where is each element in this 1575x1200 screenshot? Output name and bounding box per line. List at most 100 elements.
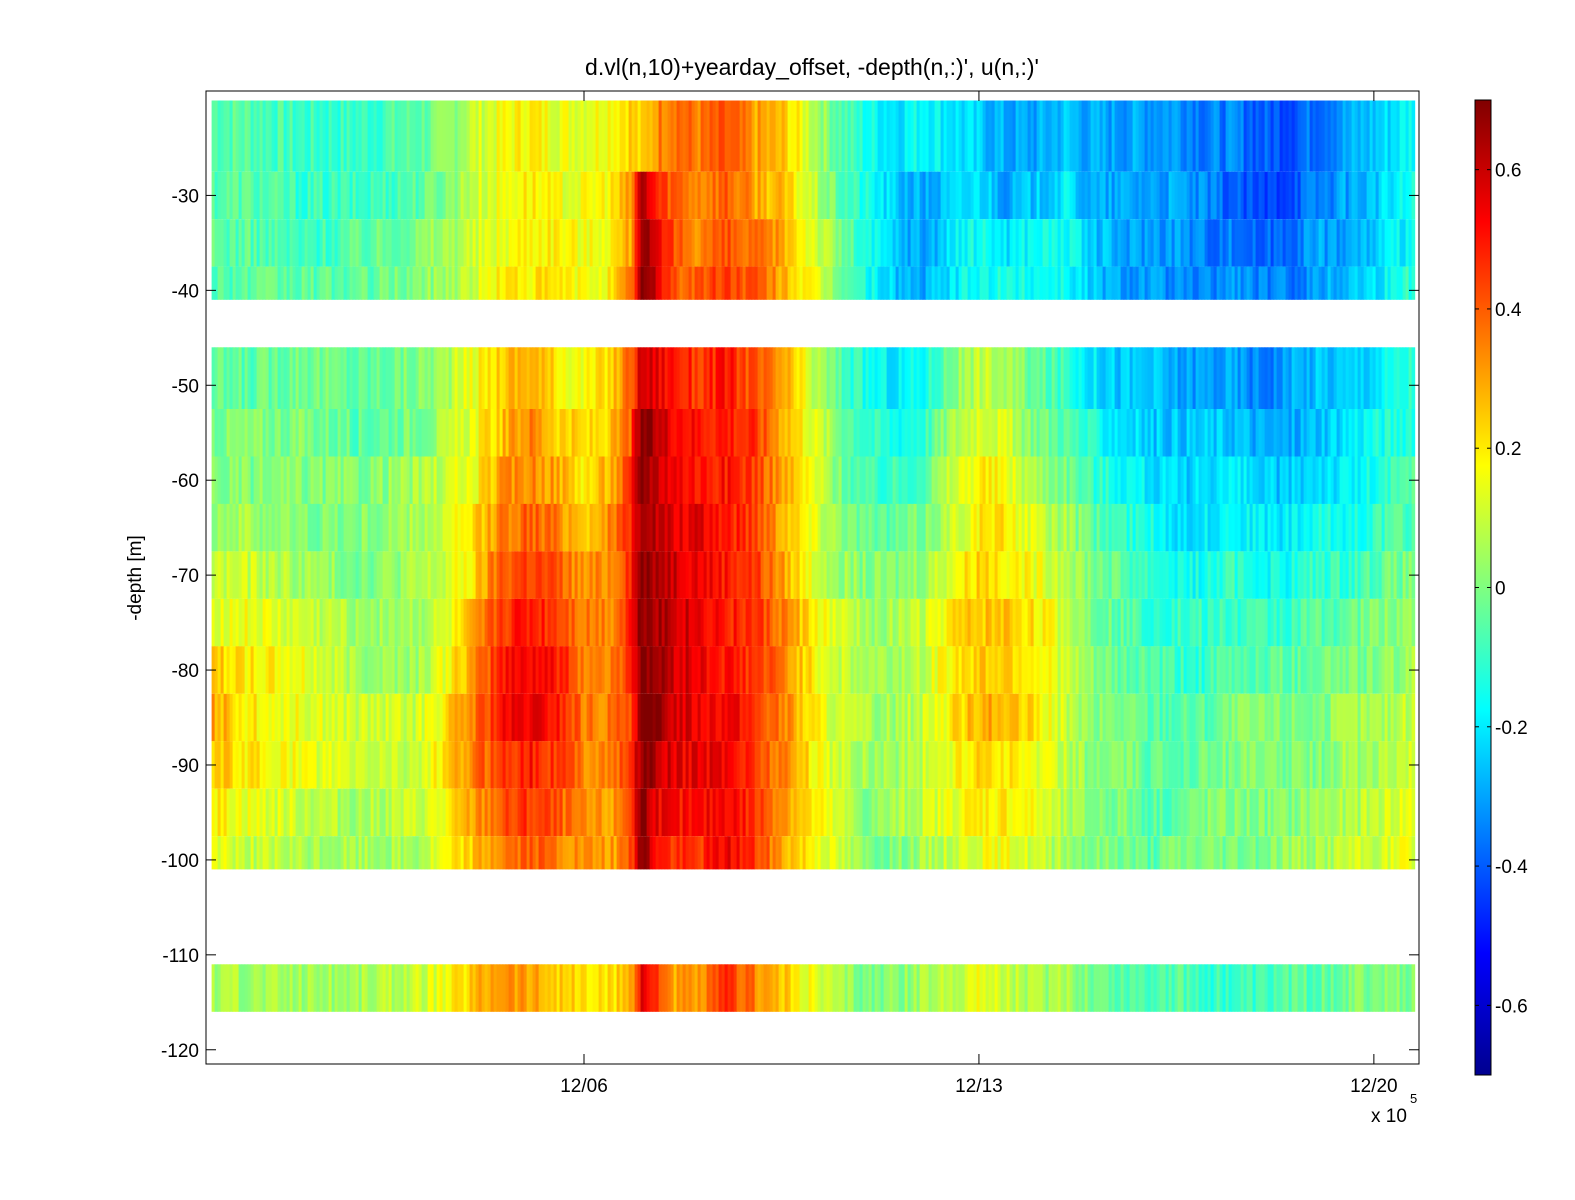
heatmap-cell — [466, 551, 471, 599]
heatmap-cell — [313, 646, 318, 694]
heatmap-cell — [436, 456, 441, 504]
heatmap-cell — [532, 219, 537, 267]
heatmap-cell — [322, 598, 327, 647]
heatmap-cell — [835, 693, 840, 742]
heatmap-cell — [343, 409, 348, 457]
heatmap-cell — [286, 266, 291, 300]
heatmap-cell — [484, 646, 489, 694]
heatmap-cell — [1354, 219, 1359, 267]
heatmap-cell — [1084, 409, 1089, 457]
heatmap-cell — [1291, 266, 1296, 300]
heatmap-cell — [490, 741, 495, 789]
heatmap-cell — [301, 100, 306, 172]
heatmap-cell — [1309, 646, 1314, 694]
heatmap-cell — [457, 347, 462, 409]
heatmap-cell — [1207, 347, 1212, 409]
heatmap-cell — [1165, 456, 1170, 504]
heatmap-cell — [646, 646, 651, 694]
heatmap-cell — [1357, 551, 1362, 599]
heatmap-cell — [805, 646, 810, 694]
heatmap-cell — [1066, 598, 1071, 647]
heatmap-cell — [1033, 347, 1038, 409]
heatmap-cell — [973, 347, 978, 409]
heatmap-cell — [352, 347, 357, 409]
heatmap-cell — [1177, 219, 1182, 267]
heatmap-cell — [640, 219, 645, 267]
heatmap-cell — [418, 266, 423, 300]
heatmap-cell — [1210, 409, 1215, 457]
heatmap-cell — [1048, 551, 1053, 599]
heatmap-cell — [409, 693, 414, 742]
heatmap-cell — [1363, 456, 1368, 504]
heatmap-cell — [718, 741, 723, 789]
heatmap-cell — [994, 409, 999, 457]
heatmap-cell — [1408, 100, 1413, 172]
heatmap-cell — [316, 171, 321, 220]
heatmap-cell — [994, 100, 999, 172]
heatmap-cell — [1078, 551, 1083, 599]
heatmap-cell — [757, 409, 762, 457]
heatmap-cell — [661, 598, 666, 647]
heatmap-cell — [1033, 598, 1038, 647]
heatmap-cell — [889, 693, 894, 742]
heatmap-cell — [820, 598, 825, 647]
heatmap-cell — [874, 100, 879, 172]
heatmap-cell — [940, 646, 945, 694]
heatmap-cell — [763, 693, 768, 742]
heatmap-cell — [214, 693, 219, 742]
heatmap-cell — [238, 219, 243, 267]
heatmap-cell — [1225, 266, 1230, 300]
heatmap-cell — [1018, 598, 1023, 647]
heatmap-cell — [1117, 100, 1122, 172]
heatmap-cell — [652, 219, 657, 267]
heatmap-cell — [1066, 551, 1071, 599]
heatmap-cell — [685, 347, 690, 409]
heatmap-cell — [334, 219, 339, 267]
heatmap-cell — [841, 219, 846, 267]
heatmap-cell — [1027, 503, 1032, 552]
heatmap-cell — [1123, 693, 1128, 742]
heatmap-cell — [1192, 409, 1197, 457]
heatmap-cell — [1318, 598, 1323, 647]
heatmap-cell — [736, 171, 741, 220]
heatmap-cell — [1240, 646, 1245, 694]
heatmap-cell — [1267, 347, 1272, 409]
heatmap-cell — [334, 741, 339, 789]
heatmap-cell — [415, 503, 420, 552]
heatmap-cell — [598, 409, 603, 457]
heatmap-cell — [556, 598, 561, 647]
heatmap-cell — [826, 646, 831, 694]
heatmap-cell — [445, 503, 450, 552]
heatmap-cell — [913, 409, 918, 457]
heatmap-cell — [673, 171, 678, 220]
heatmap-cell — [1006, 693, 1011, 742]
heatmap-cell — [1333, 646, 1338, 694]
heatmap-cell — [754, 503, 759, 552]
heatmap-cell — [265, 456, 270, 504]
heatmap-cell — [370, 266, 375, 300]
heatmap-cell — [292, 347, 297, 409]
heatmap-cell — [280, 693, 285, 742]
heatmap-cell — [1297, 171, 1302, 220]
heatmap-cell — [229, 741, 234, 789]
heatmap-cell — [1252, 646, 1257, 694]
heatmap-cell — [382, 100, 387, 172]
heatmap-cell — [430, 741, 435, 789]
heatmap-cell — [538, 646, 543, 694]
heatmap-cell — [1312, 646, 1317, 694]
heatmap-cell — [1126, 409, 1131, 457]
heatmap-cell — [1237, 551, 1242, 599]
heatmap-cell — [685, 266, 690, 300]
heatmap-cell — [700, 219, 705, 267]
heatmap-cell — [1033, 100, 1038, 172]
heatmap-cell — [751, 347, 756, 409]
heatmap-cell — [709, 100, 714, 172]
heatmap-cell — [397, 551, 402, 599]
heatmap-cell — [703, 409, 708, 457]
heatmap-cell — [433, 219, 438, 267]
heatmap-cell — [1042, 219, 1047, 267]
heatmap-cell — [1318, 551, 1323, 599]
heatmap-cell — [1096, 171, 1101, 220]
heatmap-cell — [1387, 598, 1392, 647]
heatmap-cell — [703, 503, 708, 552]
